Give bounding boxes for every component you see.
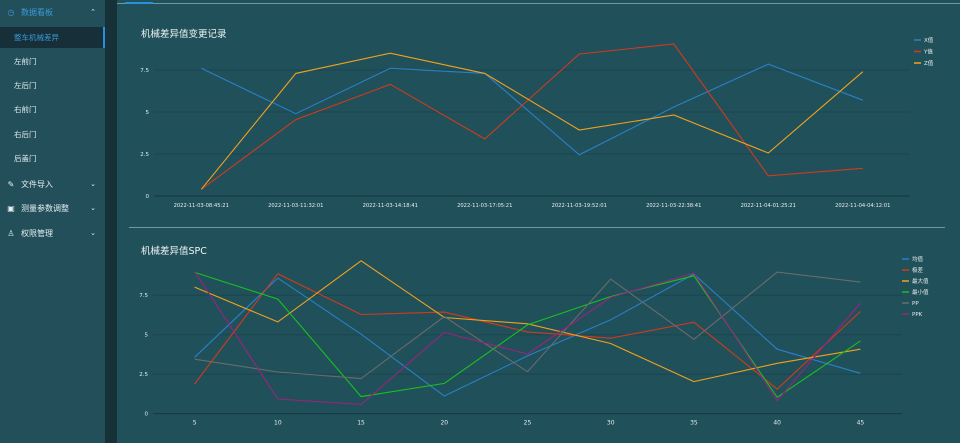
series-line-均值 [194,273,861,397]
chart-title-spc: 机械差异值SPC [141,246,207,257]
y-tick-label: 7.5 [140,68,149,74]
user-icon: ♙ [7,228,15,238]
x-tick-label: 20 [440,420,448,427]
x-tick-label: 2022-11-03-22:38:41 [646,203,701,209]
y-tick-label: 7.5 [139,293,148,299]
x-tick-label: 40 [773,420,781,427]
y-tick-label: 0 [145,412,149,418]
series-line-最小值 [194,271,861,399]
series-line-最大值 [194,260,861,383]
active-tab-indicator [125,2,153,4]
menu-label: 测量参数调整 [21,203,69,213]
form-icon: ▣ [7,203,15,213]
chevron-down-icon: ⌄ [90,229,96,237]
sidebar-item-tailgate[interactable]: 后盖门 [14,154,37,163]
sidebar: ◷ 数据看板 ⌃ 整车机械差异 左前门 左后门 右前门 右后门 后盖门 ✎ 文件… [0,0,105,443]
chevron-down-icon: ⌄ [90,180,96,188]
x-tick-label: 30 [607,420,615,427]
x-tick-label: 2022-11-03-19:52:01 [552,203,607,209]
series-line-Y值 [200,43,863,190]
x-tick-label: 10 [274,420,282,427]
menu-measure-params[interactable]: ▣ 测量参数调整 ⌄ [0,196,105,220]
series-line-PPK [194,271,861,405]
sidebar-scrollbar-track [105,0,117,443]
series-line-X值 [201,63,863,156]
y-tick-label: 5 [146,110,150,116]
sidebar-item-left-front-door[interactable]: 左前门 [14,57,37,66]
x-tick-label: 2022-11-04-01:25:21 [741,203,796,209]
x-tick-label: 15 [357,420,365,427]
series-line-PP [194,271,861,380]
chevron-down-icon: ⌄ [90,204,96,212]
series-line-Z值 [200,52,864,190]
x-tick-label: 25 [524,420,532,427]
legend-label: 最小值 [912,288,929,296]
x-tick-label: 35 [690,420,698,427]
x-tick-label: 2022-11-03-08:45:21 [174,203,229,209]
divider [129,227,945,228]
x-tick-label: 2022-11-03-17:05:21 [457,203,512,209]
series-line-极差 [194,273,861,390]
legend-label: PP [912,301,919,307]
menu-label: 权限管理 [21,228,53,238]
x-tick-label: 2022-11-04-04:12:01 [835,203,890,209]
dashboard-icon: ◷ [7,7,15,17]
legend-label: 最大值 [912,277,929,285]
legend-label: 极差 [912,266,924,274]
sidebar-item-vehicle-diff[interactable]: 整车机械差异 [0,27,105,48]
chevron-up-icon: ⌃ [90,8,96,16]
x-tick-label: 2022-11-03-11:32:01 [268,203,323,209]
legend-label: PPK [912,312,923,318]
y-tick-label: 5 [145,333,149,339]
x-tick-label: 2022-11-03-14:18:41 [363,203,418,209]
edit-icon: ✎ [7,179,15,189]
menu-label: 文件导入 [21,179,53,189]
legend-label: 均值 [912,255,924,263]
menu-label: 数据看板 [21,7,53,17]
tab-bar-line [117,3,960,4]
sidebar-item-right-rear-door[interactable]: 右后门 [14,130,37,139]
legend-label: Z值 [924,59,934,67]
x-tick-label: 45 [857,420,865,427]
chart-title-change-record: 机械差异值变更记录 [141,29,227,40]
menu-file-import[interactable]: ✎ 文件导入 ⌄ [0,172,105,196]
y-tick-label: 2.5 [139,372,148,378]
x-tick-label: 5 [193,420,197,427]
legend-label: X值 [924,36,934,44]
y-tick-label: 0 [146,194,150,200]
y-tick-label: 2.5 [140,152,149,158]
sidebar-item-left-rear-door[interactable]: 左后门 [14,81,37,90]
menu-permissions[interactable]: ♙ 权限管理 ⌄ [0,221,105,245]
menu-dashboard[interactable]: ◷ 数据看板 ⌃ [0,0,105,24]
legend-label: Y值 [923,48,933,56]
sidebar-item-right-front-door[interactable]: 右前门 [14,105,37,114]
